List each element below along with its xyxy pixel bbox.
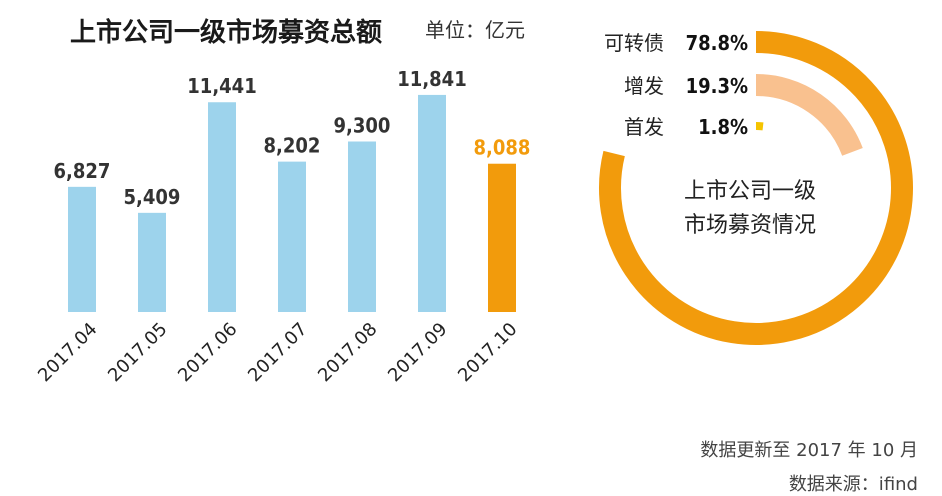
radial-category-label: 首发: [624, 115, 664, 139]
radial-center-title: 上市公司一级: [684, 179, 816, 204]
x-tick-label: 2017.05: [104, 319, 171, 386]
bar-2017.08: [348, 141, 376, 312]
bar-2017.04: [68, 186, 96, 312]
bar-value-label: 11,841: [397, 67, 466, 91]
x-tick-label: 2017.08: [314, 319, 381, 386]
radial-arc-0: [599, 31, 913, 345]
chart-title: 上市公司一级市场募资总额: [70, 18, 383, 48]
update-note: 数据更新至 2017 年 10 月: [700, 440, 918, 461]
bar-2017.07: [278, 161, 306, 312]
x-tick-label: 2017.04: [34, 319, 101, 386]
bar-value-label: 9,300: [334, 114, 391, 138]
radial-category-label: 可转债: [604, 31, 664, 55]
bar-2017.06: [208, 102, 236, 312]
x-tick-label: 2017.06: [174, 319, 241, 386]
unit-label: 单位：亿元: [425, 18, 525, 42]
bar-value-label: 11,441: [187, 74, 256, 98]
radial-center-title: 市场募资情况: [684, 213, 816, 238]
bar-value-label: 6,827: [54, 159, 111, 183]
radial-value-label: 78.8%: [686, 31, 748, 55]
bar-2017.09: [418, 94, 446, 312]
x-tick-label: 2017.07: [244, 319, 311, 386]
bar-2017.05: [138, 212, 166, 312]
radial-category-label: 增发: [624, 74, 664, 98]
x-tick-label: 2017.09: [384, 319, 451, 386]
source-note: 数据来源：ifind: [788, 474, 918, 495]
radial-value-label: 19.3%: [686, 74, 748, 98]
bar-value-label: 8,202: [264, 134, 321, 158]
radial-value-label: 1.8%: [698, 115, 748, 139]
x-tick-label: 2017.10: [454, 319, 521, 386]
bar-value-label: 5,409: [124, 185, 181, 209]
bar-2017.10: [488, 163, 516, 312]
radial-arc-1: [755, 74, 863, 157]
bar-value-label: 8,088: [474, 136, 531, 160]
